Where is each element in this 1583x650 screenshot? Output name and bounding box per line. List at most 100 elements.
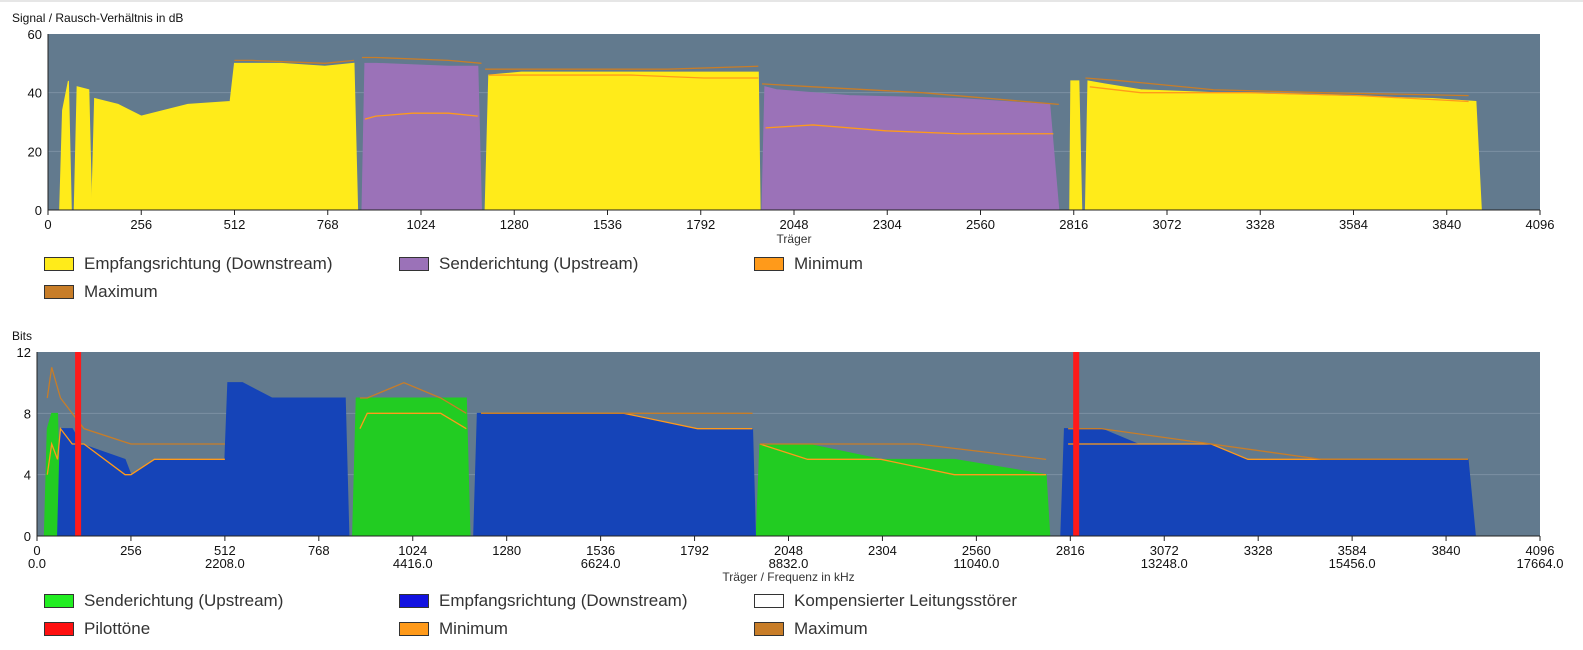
snr-xtick-label: 2560 [966,217,995,232]
bits-series-5-line [359,381,467,414]
snr-xtick-label: 3584 [1339,217,1368,232]
bits-xtick2-label: 4416.0 [393,556,433,571]
bits-xtick-label: 768 [308,543,330,558]
bits-legend-swatch [44,622,74,636]
bits-legend-label: Minimum [439,619,508,638]
snr-ytick-label: 20 [28,144,42,159]
bits-xtick-label: 4096 [1526,543,1555,558]
snr-xtick-label: 1280 [500,217,529,232]
bits-xtick-label: 3584 [1338,543,1367,558]
bits-legend-item: Minimum [399,619,508,639]
snr-series-2-line [488,74,759,79]
bits-xtick2-label: 11040.0 [953,556,999,571]
snr-series-1-area [361,62,482,211]
bits-pilot-tone-marker [1073,352,1080,536]
bits-legend-item: Maximum [754,619,868,639]
snr-series-0-area [1084,80,1482,211]
snr-legend-swatch [44,285,74,299]
snr-series-3-line [761,83,1059,106]
snr-legend-item: Maximum [44,282,158,302]
snr-legend-swatch [754,257,784,271]
bits-xtick-label: 1024 [398,543,427,558]
bits-xtick-label: 2560 [962,543,991,558]
bits-xtick2-label: 13248.0 [1141,556,1188,571]
snr-xtick-label: 256 [130,217,152,232]
snr-legend-swatch [44,257,74,271]
snr-xtick-label: 768 [317,217,339,232]
bits-xtick-label: 1536 [586,543,615,558]
snr-series-3-line [1085,77,1469,97]
snr-ytick-label: 40 [28,86,42,101]
bits-xtick2-label: 0.0 [28,556,46,571]
bits-xtick-label: 2304 [868,543,897,558]
bits-xtick-label: 1792 [680,543,709,558]
snr-series-3-line [234,59,355,64]
snr-xtick-label: 1792 [686,217,715,232]
snr-xtick-label: 3072 [1153,217,1182,232]
snr-series-0-area [73,86,93,211]
bits-legend-label: Kompensierter Leitungsstörer [794,591,1018,610]
snr-ytick-label: 0 [35,203,42,218]
bits-series-1-area [473,412,756,537]
snr-legend-item: Empfangsrichtung (Downstream) [44,254,332,274]
snr-legend-item: Minimum [754,254,863,274]
snr-legend-swatch [399,257,429,271]
bits-legend-swatch [754,594,784,608]
snr-ytick-label: 60 [28,27,42,42]
snr-chart: Signal / Rausch-Verhältnis in dB 0 20 40 60 0… [12,11,1555,246]
bits-xtick-label: 256 [120,543,142,558]
bits-ytick-label: 8 [24,406,31,421]
snr-series-0-area [91,62,359,211]
snr-series-0-area [484,71,761,211]
bits-chart: Bits 0 4 8 12 0 256 512 768 1024 1280 1536 1792 2048 2… [12,329,1564,584]
bits-xtick2-label: 17664.0 [1517,556,1564,571]
bits-xtick-label: 3840 [1432,543,1461,558]
bits-legend-label: Senderichtung (Upstream) [84,591,284,610]
bits-legend-swatch [44,594,74,608]
bits-xtick-label: 2048 [774,543,803,558]
bits-xtick-label: 3072 [1150,543,1179,558]
bits-legend-swatch [399,594,429,608]
bits-legend-label: Empfangsrichtung (Downstream) [439,591,688,610]
bits-legend-item: Senderichtung (Upstream) [44,591,283,611]
snr-series-3-line [361,56,482,64]
snr-xtick-label: 2816 [1059,217,1088,232]
bits-legend-label: Maximum [794,619,868,638]
snr-xtick-label: 1536 [593,217,622,232]
snr-series-1-area [761,86,1060,211]
bits-series-4-line [359,412,467,430]
bits-series-5-line [1068,428,1469,460]
snr-xtick-label: 512 [224,217,246,232]
bits-xtick2-label: 8832.0 [769,556,809,571]
snr-xtick-label: 4096 [1526,217,1555,232]
bits-legend-label: Pilottöne [84,619,151,638]
bits-series-0-area [352,397,471,537]
bits-xtick-label: 512 [214,543,236,558]
snr-series-2-line [364,112,478,120]
bits-ytick-label: 0 [24,529,31,544]
snr-xtick-label: 3328 [1246,217,1275,232]
bits-legend-swatch [399,622,429,636]
snr-series-2-line [765,124,1054,135]
bits-series-5-line [759,443,1047,460]
bits-xtick2-label: 2208.0 [205,556,245,571]
bits-legend-item: Pilottöne [44,619,150,639]
snr-xtick-label: 2048 [780,217,809,232]
top-divider [0,0,1583,2]
bits-ytick-label: 4 [24,468,31,483]
snr-xtick-label: 2304 [873,217,902,232]
bits-xtick2-label: 6624.0 [581,556,621,571]
snr-legend-label: Empfangsrichtung (Downstream) [84,254,333,273]
snr-legend-item: Senderichtung (Upstream) [399,254,638,274]
bits-xtick-label: 2816 [1056,543,1085,558]
bits-pilot-tone-marker [75,352,82,536]
bits-xtick-label: 1280 [492,543,521,558]
bits-xtick-label: 0 [33,543,40,558]
bits-series-4-line [759,443,1047,476]
bits-legend-item: Empfangsrichtung (Downstream) [399,591,687,611]
snr-xtick-label: 0 [44,217,51,232]
snr-legend-label: Maximum [84,282,158,301]
bits-ylabel: Bits [12,329,32,343]
snr-xlabel: Träger [777,232,812,246]
snr-legend-label: Minimum [794,254,863,273]
